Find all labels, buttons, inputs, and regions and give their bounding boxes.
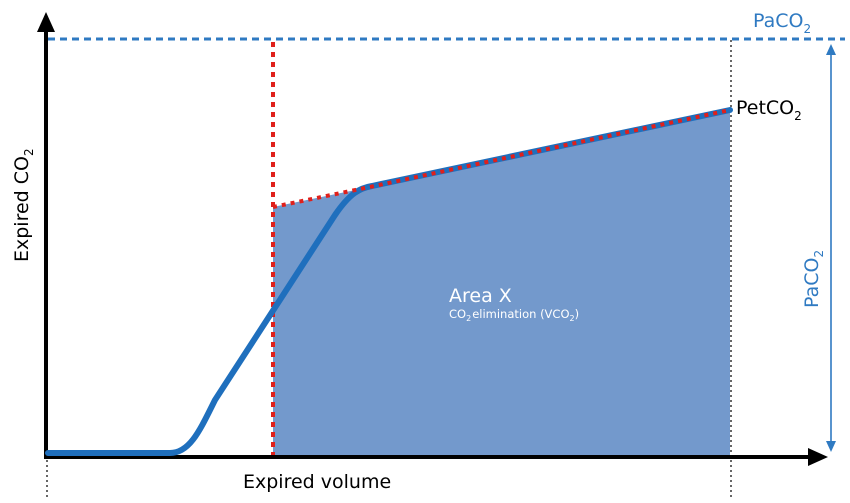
x-axis-label: Expired volume: [243, 471, 391, 493]
paco2-top-label: PaCO2: [753, 10, 811, 36]
area-x-fill: [273, 110, 730, 457]
y-axis-label: Expired CO2: [11, 148, 36, 262]
paco2-side-label: PaCO2: [801, 250, 826, 308]
paco2-arrow-bottom: [826, 441, 836, 452]
area-x-title: Area X: [449, 285, 512, 307]
x-axis-arrowhead: [808, 448, 828, 466]
red-dashed-slope: [272, 108, 731, 209]
petco2-label: PetCO2: [736, 97, 802, 123]
paco2-arrow-top: [826, 44, 836, 55]
y-axis-arrowhead: [37, 12, 55, 32]
area-x-description: CO2elimination (VCO2): [449, 307, 579, 323]
